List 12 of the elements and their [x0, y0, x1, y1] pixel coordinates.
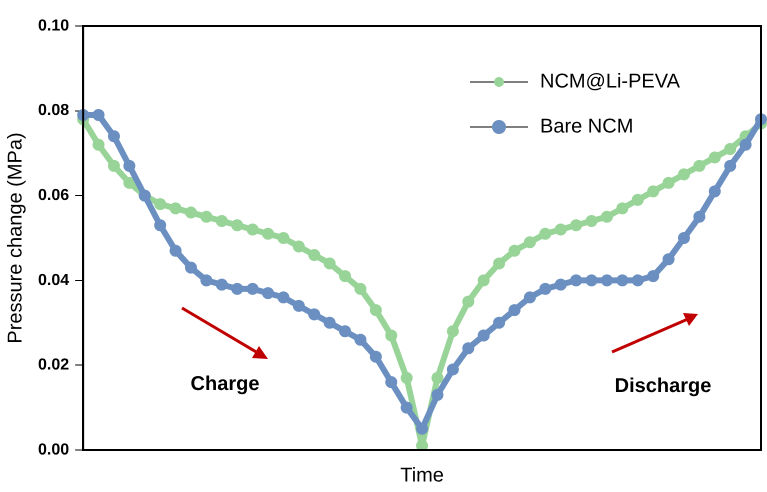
- y-tick-label: 0.04: [38, 272, 70, 289]
- y-tick-label: 0.02: [38, 356, 70, 374]
- y-axis-title: Pressure change (MPa): [4, 132, 27, 344]
- legend-label: NCM@Li-PEVA: [540, 70, 681, 93]
- y-tick-label: 0.00: [38, 441, 70, 458]
- y-tick-label: 0.06: [38, 187, 70, 204]
- y-tick-label: 0.08: [38, 102, 70, 120]
- annotation: Charge: [190, 373, 260, 395]
- x-axis-title: Time: [400, 464, 444, 487]
- y-tick-label: 0.10: [38, 17, 70, 34]
- legend-label: Bare NCM: [540, 116, 634, 138]
- annotation: Discharge: [614, 375, 712, 397]
